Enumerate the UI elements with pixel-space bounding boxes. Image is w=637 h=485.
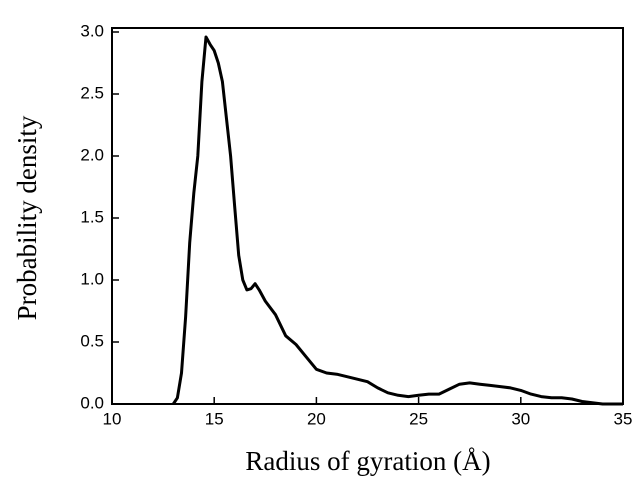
- x-tick-label: 20: [307, 409, 326, 428]
- x-tick-label: 10: [103, 409, 122, 428]
- y-tick-label: 1.0: [80, 269, 104, 288]
- plot-frame: [111, 27, 624, 405]
- y-axis-label: Probability density: [12, 115, 42, 320]
- x-tick-label: 15: [205, 409, 224, 428]
- y-tick-label: 2.5: [80, 83, 104, 102]
- x-axis-label: Radius of gyration (Å): [245, 446, 490, 476]
- y-tick-label: 0.5: [80, 331, 104, 350]
- x-tick-label: 35: [614, 409, 633, 428]
- data-line: [172, 35, 623, 406]
- y-tick-label: 2.0: [80, 145, 104, 164]
- x-tick-label: 30: [511, 409, 530, 428]
- x-tick-label: 25: [409, 409, 428, 428]
- y-tick-label: 0.0: [80, 393, 104, 412]
- y-tick-label: 3.0: [80, 21, 104, 40]
- y-tick-label: 1.5: [80, 207, 104, 226]
